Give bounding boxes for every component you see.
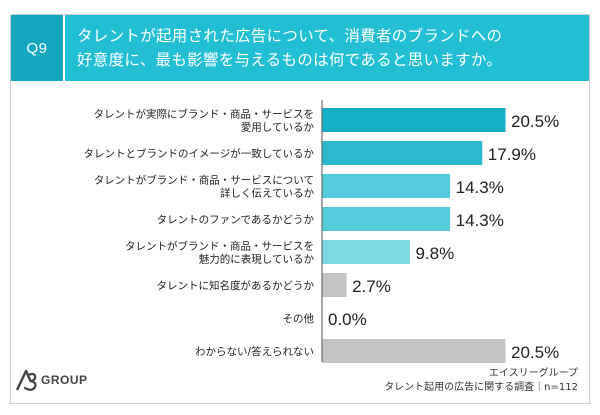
a3-logo-icon	[16, 369, 37, 391]
source-survey: タレント起用の広告に関する調査｜n=112	[384, 382, 578, 393]
category-label: タレントとブランドのイメージが一致しているか	[84, 147, 315, 160]
value-label: 20.5%	[511, 343, 559, 362]
source-note: エイスリーグループ タレント起用の広告に関する調査｜n=112	[384, 367, 578, 395]
value-label: 2.7%	[352, 277, 391, 296]
category-label: その他	[283, 312, 315, 325]
source-company: エイスリーグループ	[488, 368, 578, 379]
value-label: 14.3%	[456, 178, 504, 197]
bar	[322, 240, 410, 264]
value-label: 9.8%	[415, 244, 454, 263]
bar	[322, 141, 483, 165]
category-label: タレントがブランド・商品・サービスを魅力的に表現しているか	[125, 240, 314, 266]
category-label: タレントが実際にブランド・商品・サービスを愛用しているか	[94, 108, 315, 134]
bar	[322, 108, 506, 132]
category-label: タレントに知名度があるかどうか	[157, 279, 315, 292]
bar	[322, 174, 451, 198]
bar	[322, 339, 506, 363]
question-number: Q9	[11, 15, 63, 81]
logo-text: GROUP	[41, 373, 88, 387]
question-text: タレントが起用された広告について、消費者のブランドへの 好意度に、最も影響を与え…	[65, 15, 589, 81]
value-label: 0.0%	[328, 310, 367, 329]
chart-frame: Q9 タレントが起用された広告について、消費者のブランドへの 好意度に、最も影響…	[10, 14, 590, 404]
value-label: 17.9%	[488, 145, 536, 164]
company-logo: GROUP	[16, 368, 88, 392]
value-label: 14.3%	[456, 211, 504, 230]
bar	[322, 273, 347, 297]
bar	[322, 207, 451, 231]
category-label: わからない/答えられない	[195, 345, 314, 358]
category-label: タレントがブランド・商品・サービスについて詳しく伝えているか	[94, 174, 315, 200]
value-label: 20.5%	[511, 112, 559, 131]
category-label: タレントのファンであるかどうか	[157, 214, 315, 226]
